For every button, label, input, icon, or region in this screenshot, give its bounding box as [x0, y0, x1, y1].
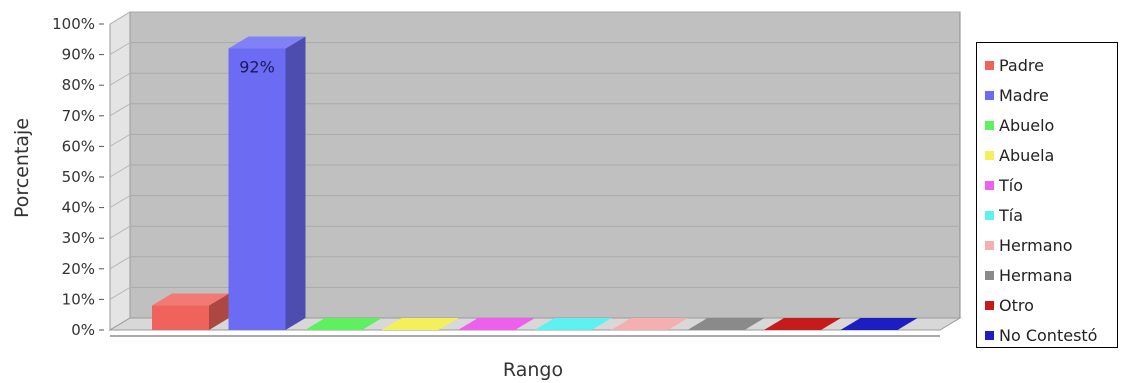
legend-item: Hermana — [985, 260, 1117, 290]
y-tick-label: 0% — [71, 321, 95, 339]
bar-top — [611, 318, 688, 330]
bar-otro — [764, 318, 841, 330]
bar-top — [381, 318, 459, 330]
bar-t-o — [458, 318, 535, 330]
legend-label: Madre — [999, 85, 1049, 105]
legend-item: Madre — [985, 80, 1117, 110]
bar-top — [458, 318, 535, 330]
bar-abuela — [381, 318, 459, 330]
legend-item: Padre — [985, 50, 1117, 80]
legend-swatch — [985, 330, 994, 340]
bar-front — [228, 48, 286, 330]
bar-hermano — [611, 318, 688, 330]
bar-madre: 92% — [228, 36, 306, 330]
y-tick-label: 90% — [62, 46, 95, 64]
legend-label: Otro — [999, 295, 1034, 315]
legend-swatch — [985, 210, 994, 220]
bar-padre — [152, 293, 229, 330]
bar-top — [764, 318, 841, 330]
data-label: 92% — [239, 57, 275, 76]
y-tick-label: 50% — [62, 168, 95, 186]
bar-abuelo — [305, 318, 382, 330]
bar-top — [305, 318, 382, 330]
gridline-side — [109, 195, 131, 209]
y-tick-label: 60% — [62, 137, 95, 155]
bar-no-contest- — [840, 318, 918, 330]
gridline-side — [109, 164, 131, 178]
legend-swatch — [985, 120, 994, 130]
bar-front — [152, 305, 209, 330]
y-tick-label: 40% — [62, 199, 95, 217]
legend: Padre Madre Abuelo Abuela Tío Tía Hermano Herma… — [976, 42, 1118, 348]
legend-swatch — [985, 240, 994, 250]
legend-item: Tía — [985, 200, 1117, 230]
bar-t-a — [534, 318, 612, 330]
y-tick-label: 10% — [62, 290, 95, 308]
bar-top — [687, 318, 765, 330]
legend-item: No Contestó — [985, 320, 1117, 350]
bar-side — [285, 36, 306, 330]
legend-item: Tío — [985, 170, 1117, 200]
gridline-side — [109, 11, 131, 25]
y-axis-label: Porcentaje — [11, 118, 33, 218]
bar-top — [228, 36, 306, 49]
legend-item: Otro — [985, 290, 1117, 320]
gridline-side — [109, 286, 131, 300]
x-axis-label: Rango — [503, 359, 563, 381]
bar-hermana — [687, 318, 765, 330]
gridline-side — [109, 225, 131, 239]
bar-top — [152, 293, 229, 306]
legend-label: Tío — [999, 175, 1024, 195]
legend-label: Tía — [999, 205, 1024, 225]
gridline-side — [109, 103, 131, 117]
bars: 92% — [152, 36, 918, 330]
gridline-side — [109, 72, 131, 86]
legend-item: Hermano — [985, 230, 1117, 260]
legend-swatch — [985, 300, 994, 310]
legend-swatch — [985, 180, 994, 190]
gridline-side — [109, 42, 131, 56]
legend-label: Padre — [999, 55, 1044, 75]
legend-label: Hermano — [999, 235, 1073, 255]
y-axis-ticks: 0% 10% 20% 30% 40% 50% 60% 70% 80% 90% 100% — [52, 15, 104, 339]
y-tick-label: 20% — [62, 260, 95, 278]
legend-label: No Contestó — [999, 325, 1098, 345]
y-tick-label: 100% — [52, 15, 95, 33]
bar-top — [534, 318, 612, 330]
legend-item: Abuelo — [985, 110, 1117, 140]
legend-label: Abuelo — [999, 115, 1055, 135]
legend-item: Abuela — [985, 140, 1117, 170]
legend-swatch — [985, 60, 994, 70]
legend-swatch — [985, 270, 994, 280]
bar-top — [840, 318, 918, 330]
legend-swatch — [985, 150, 994, 160]
gridline-side — [109, 256, 131, 270]
y-tick-label: 70% — [62, 107, 95, 125]
legend-label: Abuela — [999, 145, 1055, 165]
bar-side — [209, 293, 229, 330]
y-tick-label: 80% — [62, 76, 95, 94]
y-tick-label: 30% — [62, 229, 95, 247]
legend-label: Hermana — [999, 265, 1073, 285]
gridline-side — [109, 133, 131, 147]
legend-swatch — [985, 90, 994, 100]
